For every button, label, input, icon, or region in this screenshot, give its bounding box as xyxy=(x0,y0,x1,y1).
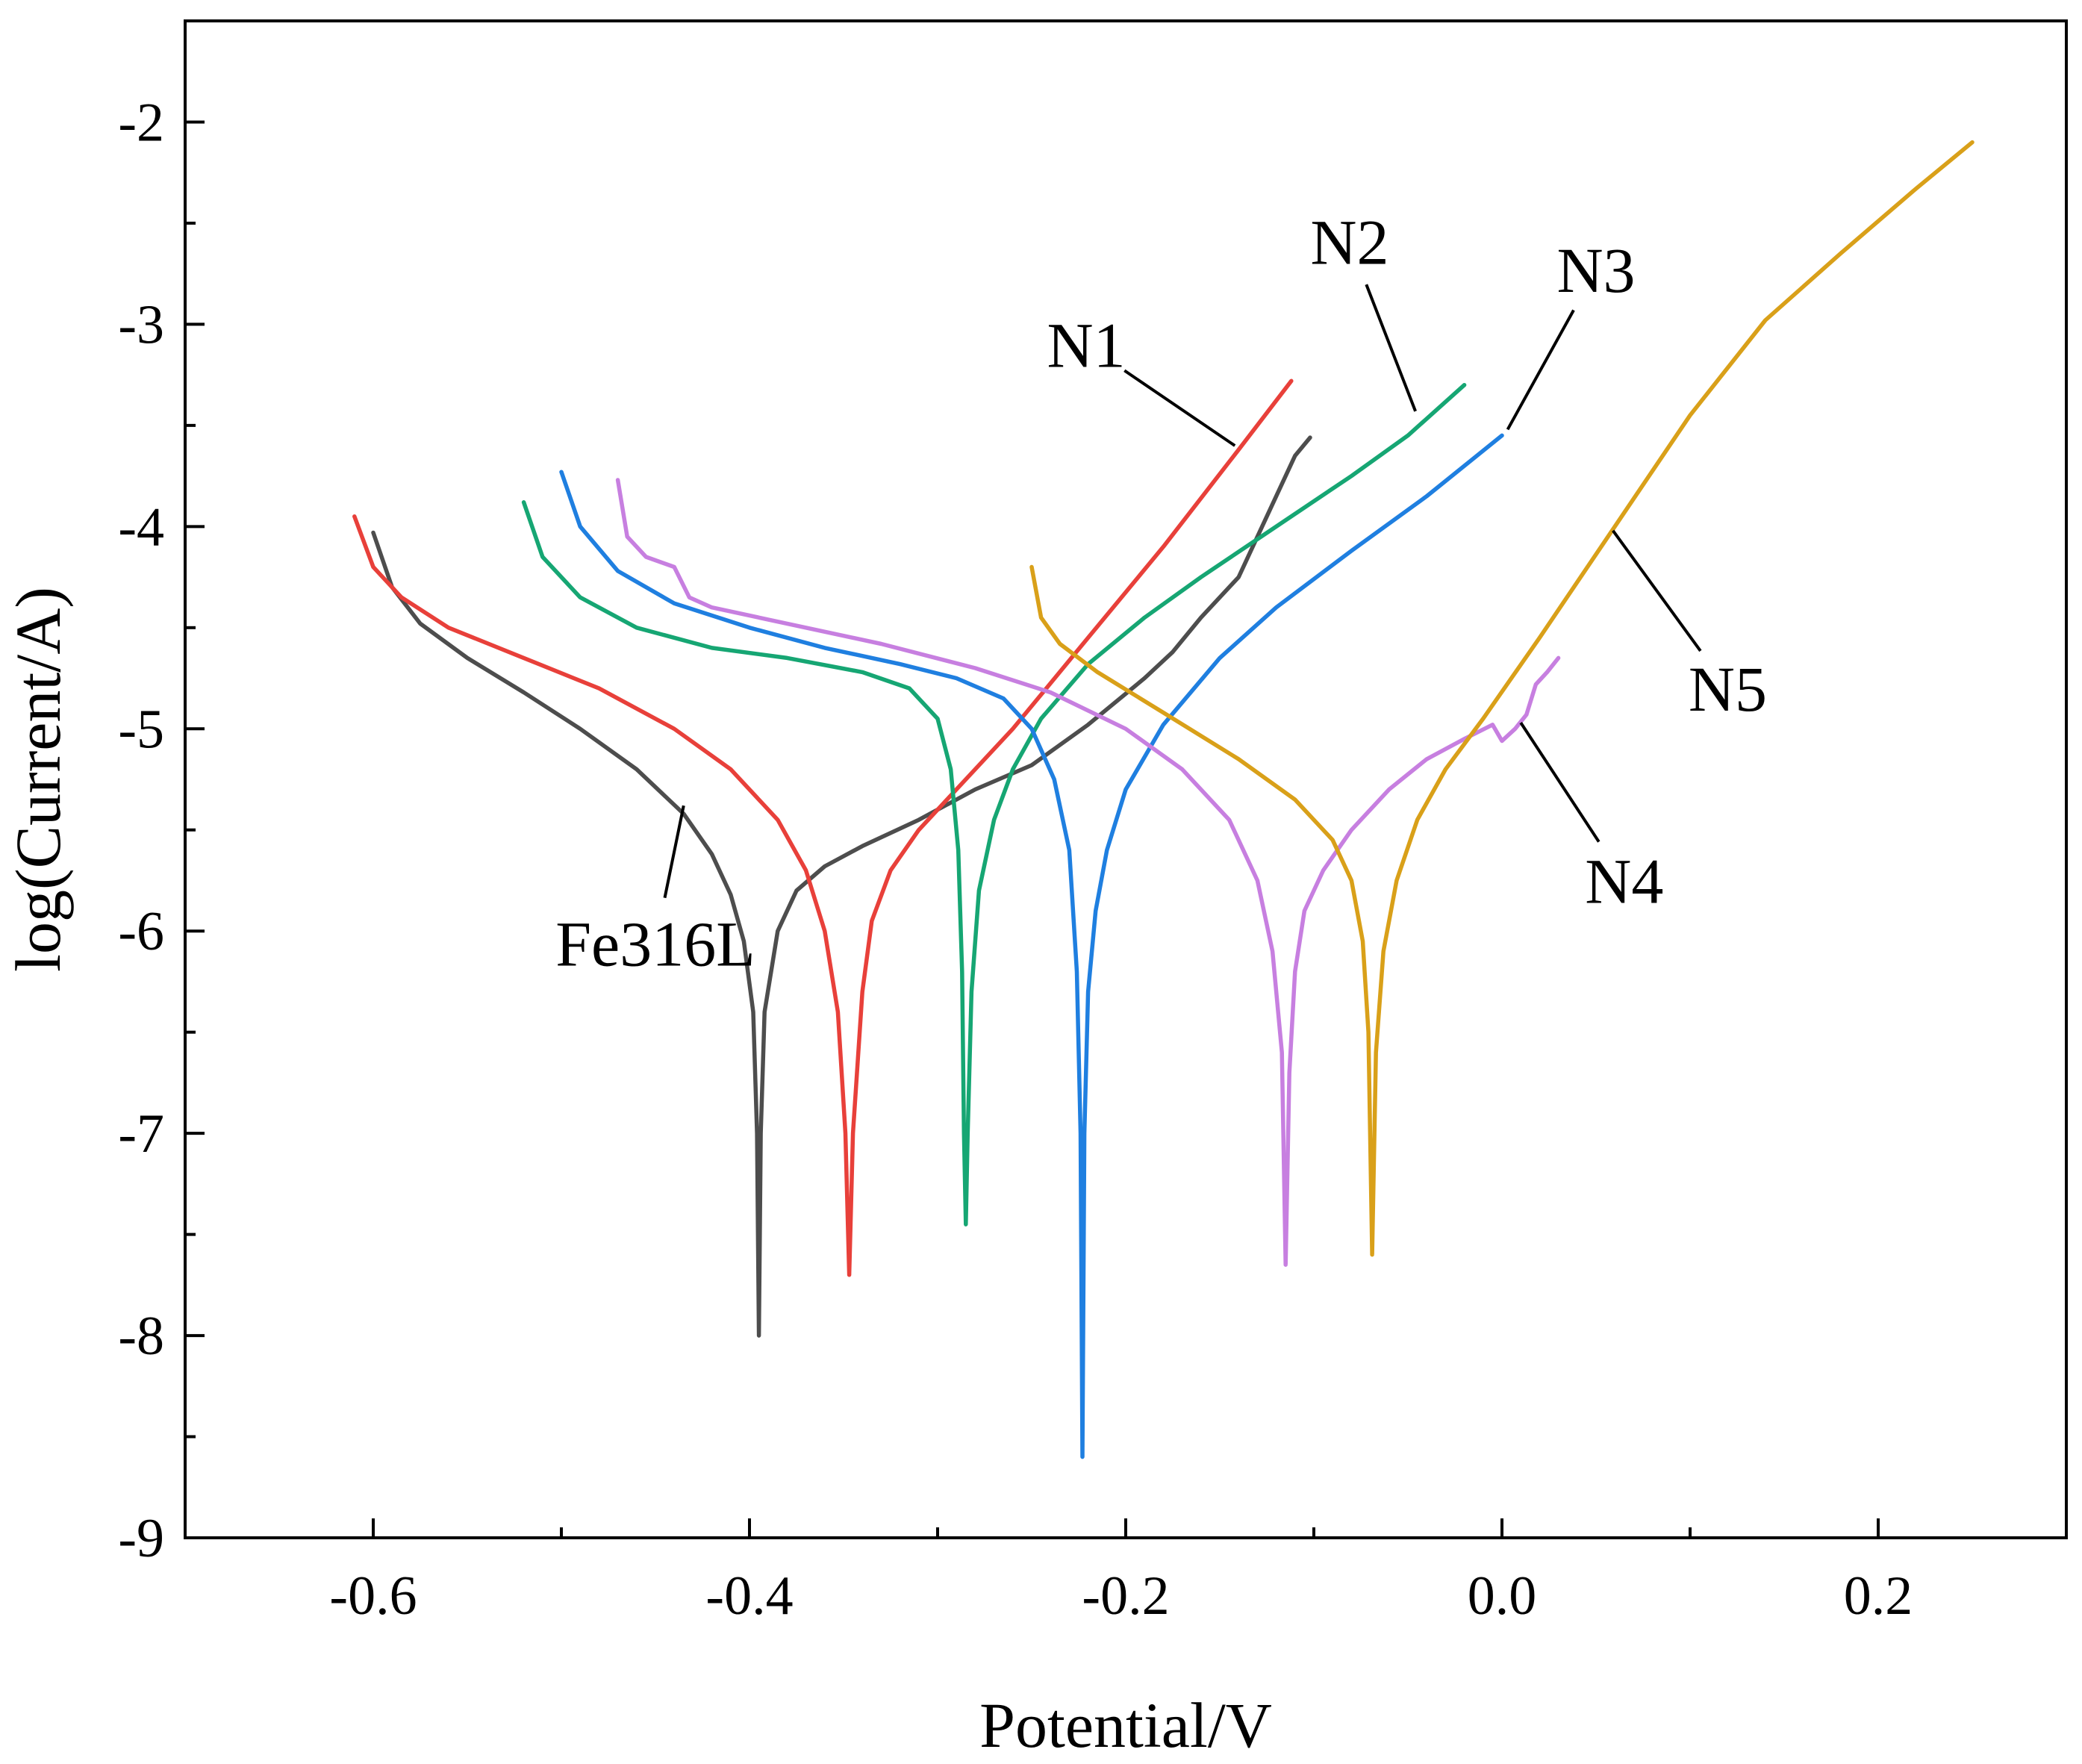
leader-line-n5 xyxy=(1612,529,1702,652)
leader-line-fe316l xyxy=(663,805,685,899)
curves xyxy=(352,140,1975,1459)
leader-line-n3 xyxy=(1506,309,1575,431)
label-n4: N4 xyxy=(1585,846,1663,917)
label-fe316l: Fe316L xyxy=(555,909,755,980)
label-n1: N1 xyxy=(1047,310,1126,381)
label-n2: N2 xyxy=(1310,206,1388,278)
y-tick-label: -8 xyxy=(118,1306,164,1367)
y-tick-label: -7 xyxy=(118,1103,164,1165)
x-axis-title: Potential/V xyxy=(979,1689,1272,1761)
x-axis: -0.6 -0.4 -0.2 0.0 0.2 xyxy=(184,1518,1913,1627)
curve-annotations: Fe316L N1 N2 N3 N4 N5 xyxy=(555,206,1767,979)
plot-area-frame xyxy=(184,19,2068,1539)
x-tick-label: -0.6 xyxy=(329,1565,417,1627)
x-tick-label: -0.4 xyxy=(705,1565,793,1627)
x-tick-label: 0.2 xyxy=(1844,1565,1913,1627)
series-fe316l-line xyxy=(371,435,1312,1338)
leader-line-n1 xyxy=(1123,369,1236,447)
label-n5: N5 xyxy=(1689,653,1767,725)
x-tick-label: 0.0 xyxy=(1468,1565,1537,1627)
series-n1-line xyxy=(352,378,1294,1277)
series-n4-line xyxy=(615,478,1561,1267)
leader-line-n4 xyxy=(1519,722,1601,843)
series-n3-line xyxy=(559,433,1504,1459)
y-axis: -9 -8 -7 -6 -5 -4 -3 -2 xyxy=(118,92,205,1569)
y-tick-label: -2 xyxy=(118,92,164,153)
y-tick-label: -5 xyxy=(118,699,164,760)
x-tick-label: -0.2 xyxy=(1082,1565,1169,1627)
y-tick-label: -3 xyxy=(118,294,164,355)
series-n2-line xyxy=(521,382,1467,1227)
y-tick-label: -6 xyxy=(118,901,164,962)
label-n3: N3 xyxy=(1556,234,1635,306)
leader-line-n2 xyxy=(1365,284,1417,412)
y-axis-title: log(Current/A) xyxy=(2,587,74,972)
y-tick-label: -9 xyxy=(118,1508,164,1569)
series-n5-line xyxy=(1029,140,1975,1257)
y-tick-label: -4 xyxy=(118,496,164,558)
